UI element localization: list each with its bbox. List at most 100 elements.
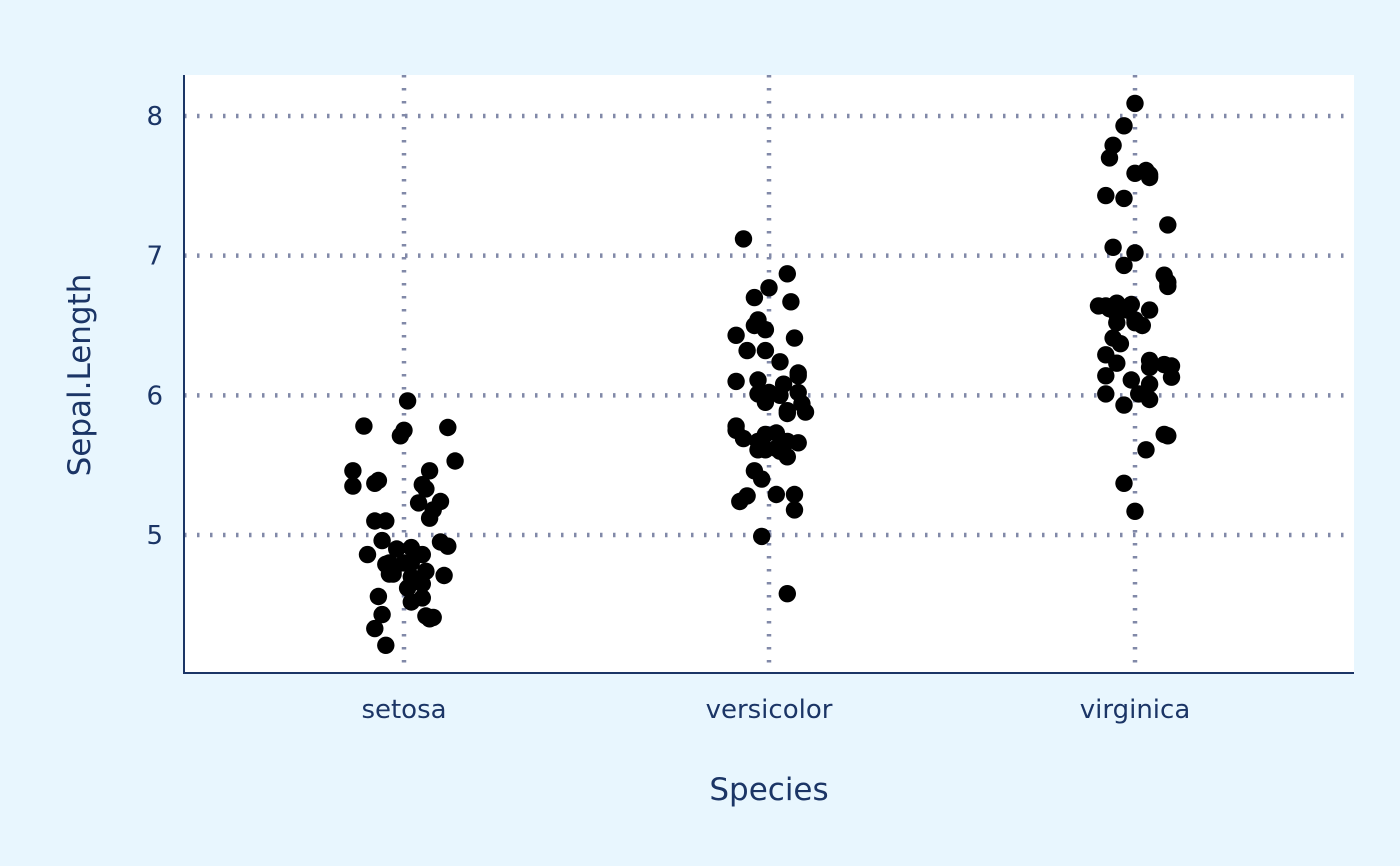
- data-point-setosa: [391, 427, 410, 445]
- data-point-versicolor: [778, 585, 796, 603]
- data-point-virginica: [1108, 305, 1126, 323]
- x-tick-label: setosa: [361, 695, 446, 725]
- data-point-virginica: [1111, 335, 1130, 353]
- data-point-versicolor: [782, 293, 800, 311]
- data-point-setosa: [402, 593, 420, 611]
- x-tick-label: versicolor: [706, 695, 833, 725]
- data-point-virginica: [1126, 311, 1144, 329]
- data-point-versicolor: [760, 279, 778, 297]
- y-tick-label: 7: [146, 242, 163, 272]
- data-point-setosa: [369, 587, 388, 606]
- data-point-versicolor: [734, 429, 753, 448]
- data-point-versicolor: [738, 341, 756, 360]
- data-point-virginica: [1115, 474, 1133, 492]
- data-point-virginica: [1159, 216, 1177, 234]
- data-point-versicolor: [789, 364, 807, 382]
- data-point-versicolor: [734, 230, 753, 248]
- data-point-virginica: [1104, 238, 1122, 256]
- data-point-setosa: [358, 545, 377, 564]
- x-tick-label: virginica: [1080, 695, 1191, 725]
- data-point-virginica: [1122, 371, 1141, 389]
- axes: [183, 75, 1354, 674]
- data-point-virginica: [1140, 168, 1159, 187]
- data-point-versicolor: [789, 434, 807, 452]
- data-point-versicolor: [749, 371, 767, 389]
- data-point-virginica: [1115, 189, 1133, 208]
- data-point-virginica: [1137, 441, 1155, 459]
- data-point-setosa: [395, 554, 413, 572]
- data-point-virginica: [1097, 186, 1115, 205]
- data-point-virginica: [1162, 368, 1181, 386]
- data-point-versicolor: [745, 288, 764, 307]
- data-point-versicolor: [727, 372, 745, 391]
- data-point-setosa: [380, 565, 399, 583]
- data-point-virginica: [1140, 390, 1159, 409]
- data-point-virginica: [1100, 149, 1119, 167]
- y-tick-label: 8: [146, 102, 163, 132]
- data-point-versicolor: [753, 470, 771, 488]
- data-point-setosa: [344, 477, 362, 495]
- data-point-setosa: [366, 512, 384, 530]
- data-point-versicolor: [756, 321, 775, 339]
- data-point-virginica: [1115, 396, 1133, 414]
- data-point-virginica: [1159, 427, 1177, 445]
- y-axis-title: Sepal.Length: [62, 274, 98, 477]
- data-point-setosa: [417, 480, 435, 498]
- data-point-versicolor: [796, 403, 815, 421]
- data-point-versicolor: [778, 404, 796, 423]
- data-point-setosa: [388, 540, 406, 558]
- data-point-virginica: [1140, 375, 1159, 393]
- data-point-virginica: [1126, 244, 1144, 262]
- data-point-virginica: [1126, 164, 1144, 182]
- data-point-virginica: [1140, 301, 1159, 319]
- data-point-virginica: [1097, 367, 1115, 385]
- data-point-versicolor: [785, 501, 804, 519]
- data-point-setosa: [344, 462, 362, 480]
- data-point-setosa: [435, 566, 453, 585]
- data-point-setosa: [355, 417, 373, 435]
- data-point-versicolor: [771, 353, 789, 371]
- data-point-versicolor: [727, 326, 745, 344]
- data-point-versicolor: [785, 485, 804, 504]
- data-point-virginica: [1115, 117, 1133, 135]
- data-point-setosa: [398, 392, 417, 410]
- data-point-setosa: [420, 610, 439, 628]
- data-point-versicolor: [756, 341, 775, 360]
- data-point-virginica: [1108, 354, 1126, 372]
- data-point-virginica: [1126, 502, 1144, 520]
- data-point-virginica: [1097, 385, 1115, 403]
- data-point-versicolor: [785, 329, 804, 347]
- data-point-setosa: [439, 418, 457, 437]
- data-point-setosa: [366, 619, 384, 638]
- data-points: [344, 94, 1181, 654]
- data-point-setosa: [377, 636, 395, 654]
- y-tick-labels: 5 6 7 8: [146, 102, 163, 551]
- data-point-setosa: [398, 579, 417, 597]
- data-point-setosa: [446, 452, 464, 470]
- data-point-versicolor: [756, 393, 775, 411]
- data-point-versicolor: [753, 527, 771, 546]
- data-point-virginica: [1115, 256, 1133, 275]
- data-point-versicolor: [771, 386, 789, 404]
- x-axis-title: Species: [709, 772, 828, 808]
- data-point-versicolor: [767, 485, 785, 504]
- x-tick-labels: setosa versicolor virginica: [361, 695, 1190, 725]
- y-tick-label: 6: [146, 381, 163, 411]
- data-point-setosa: [420, 509, 439, 527]
- data-point-versicolor: [767, 424, 785, 442]
- data-point-setosa: [373, 605, 391, 624]
- data-point-versicolor: [767, 439, 785, 458]
- data-point-setosa: [409, 494, 428, 512]
- data-point-versicolor: [778, 265, 796, 283]
- data-point-versicolor: [731, 492, 749, 511]
- data-point-setosa: [373, 531, 391, 550]
- data-point-setosa: [420, 462, 439, 480]
- y-tick-label: 5: [146, 521, 163, 551]
- data-point-setosa: [366, 474, 384, 492]
- data-point-virginica: [1159, 277, 1177, 296]
- data-point-versicolor: [749, 441, 767, 459]
- data-point-virginica: [1126, 94, 1144, 113]
- data-point-virginica: [1140, 358, 1159, 377]
